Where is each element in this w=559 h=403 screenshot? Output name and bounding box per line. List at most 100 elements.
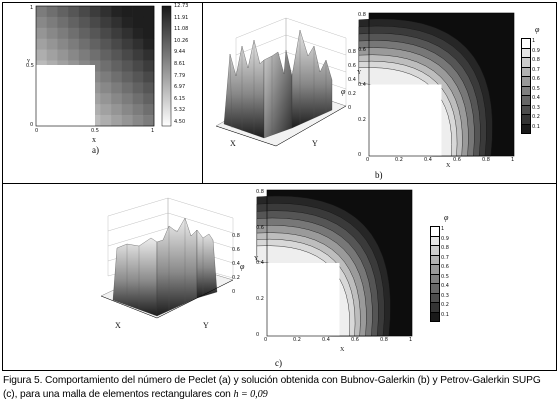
heatmap-cell — [100, 16, 112, 29]
b-y-axis-label: Y — [312, 139, 318, 148]
colorbar-tick-label: 6.15 — [174, 95, 186, 102]
heatmap-cell — [121, 71, 133, 83]
peclet-colorbar — [161, 5, 172, 127]
heatmap-cell — [121, 27, 133, 40]
heatmap-cell — [68, 6, 80, 18]
colorbar-tick-label: 5.32 — [174, 107, 186, 114]
c-contour-xtick: 0.8 — [380, 337, 388, 343]
heatmap-cell — [89, 38, 101, 50]
c-legend-level: 0.6 — [441, 264, 449, 270]
heatmap-cell — [121, 104, 133, 116]
heatmap-cell — [111, 16, 123, 29]
heatmap-cell — [78, 38, 90, 50]
c-contour-xtick: 1 — [409, 337, 413, 343]
heatmap-cell — [89, 93, 101, 105]
a-xtick-0: 0 — [35, 128, 39, 134]
colorbar-tick-label: 12.73 — [174, 3, 189, 9]
heatmap-cell — [121, 16, 133, 29]
heatmap-cell — [57, 6, 69, 18]
heatmap-cell — [100, 71, 112, 83]
figure-frame-bottom — [2, 183, 557, 371]
heatmap-cell — [132, 93, 144, 105]
colorbar-tick-label: 6.97 — [174, 84, 186, 91]
heatmap-cell — [57, 16, 69, 29]
c-contour-xtick: 0.4 — [322, 337, 330, 343]
a-ytick-1: 0.5 — [26, 63, 34, 69]
c-z-tick-3: 0.6 — [232, 247, 240, 253]
heatmap-cell — [143, 115, 155, 127]
b-legend-level: 0.8 — [532, 57, 540, 63]
heatmap-cell — [68, 38, 80, 50]
b-legend-level: 0.1 — [532, 123, 540, 130]
heatmap-cell — [132, 104, 144, 116]
heatmap-cell — [132, 27, 144, 40]
b-contour-ytick: 0.4 — [358, 81, 366, 88]
caption-text: Comportamiento del número de Peclet (a) … — [3, 375, 541, 400]
figure-caption: Figura 5. Comportamiento del número de P… — [3, 374, 556, 402]
heatmap-cell — [100, 115, 112, 127]
c-contour-ytick: 0.8 — [256, 188, 264, 195]
peclet-heatmap — [35, 5, 155, 127]
heatmap-cell — [89, 60, 101, 72]
heatmap-cell — [100, 27, 112, 40]
c-legend-level: 0.8 — [441, 245, 449, 251]
c-z-tick-4: 0.8 — [232, 233, 240, 239]
b-z-tick-2: 0.4 — [348, 77, 356, 83]
heatmap-cell — [132, 82, 144, 94]
heatmap-cell — [121, 6, 133, 18]
b-legend-level: 0.9 — [532, 47, 540, 54]
b-legend-level: 1 — [532, 38, 536, 44]
heatmap-cell — [111, 27, 123, 40]
b-contour-xtick: 0.6 — [453, 157, 461, 163]
colorbar-tick-label: 10.26 — [174, 37, 189, 44]
heatmap-cell — [111, 82, 123, 94]
heatmap-cell — [100, 82, 112, 94]
b-contour-xlabel: X — [446, 163, 451, 169]
b-legend-level: 0.7 — [532, 66, 540, 73]
heatmap-cell — [78, 6, 90, 18]
c-contour-plot — [256, 189, 413, 337]
heatmap-cell — [89, 6, 101, 18]
heatmap-cell — [36, 38, 48, 50]
b-contour-xtick: 0.2 — [395, 157, 403, 163]
c-legend-level: 0.1 — [441, 311, 449, 318]
heatmap-cell — [132, 71, 144, 83]
heatmap-cell — [100, 49, 112, 61]
c-y-axis-label: Y — [203, 321, 209, 330]
c-contour-ytick: 0 — [256, 332, 260, 338]
heatmap-cell — [57, 27, 69, 40]
c-legend-swatch — [430, 311, 440, 322]
heatmap-cell — [121, 38, 133, 50]
a-ylabel: y — [27, 58, 30, 64]
c-contour-ylabel: Y — [254, 256, 259, 262]
c-contour-xtick: 0.2 — [293, 337, 301, 343]
heatmap-cell — [68, 49, 80, 61]
heatmap-cell — [111, 104, 123, 116]
c-legend-level: 0.7 — [441, 254, 449, 261]
heatmap-cell — [143, 38, 155, 50]
panel-label-b: b) — [375, 170, 383, 180]
heatmap-cell — [100, 6, 112, 18]
heatmap-cell — [132, 49, 144, 61]
b-legend-level: 0.6 — [532, 76, 540, 82]
heatmap-cell — [132, 6, 144, 18]
a-xtick-2: 1 — [151, 128, 155, 134]
heatmap-cell — [143, 71, 155, 83]
b-z-tick-0: 0 — [348, 105, 352, 111]
c-contour-ytick: 0.2 — [256, 296, 264, 303]
heatmap-cell — [89, 27, 101, 40]
b-legend-level: 0.4 — [532, 95, 540, 101]
c-contour-xtick: 0 — [264, 337, 268, 343]
b-z-tick-3: 0.6 — [348, 63, 356, 69]
b-legend-level: 0.2 — [532, 114, 540, 120]
caption-prefix: Figura 5. — [3, 375, 43, 386]
heatmap-cell — [143, 93, 155, 105]
heatmap-cell — [143, 16, 155, 29]
colorbar-tick-label: 8.61 — [174, 61, 186, 67]
heatmap-cell — [36, 49, 48, 61]
heatmap-cell — [89, 71, 101, 83]
heatmap-cell — [68, 27, 80, 40]
colorbar-tick-label: 7.79 — [174, 72, 186, 79]
c-legend-level: 0.2 — [441, 302, 449, 308]
c-z-tick-2: 0.4 — [232, 261, 240, 267]
